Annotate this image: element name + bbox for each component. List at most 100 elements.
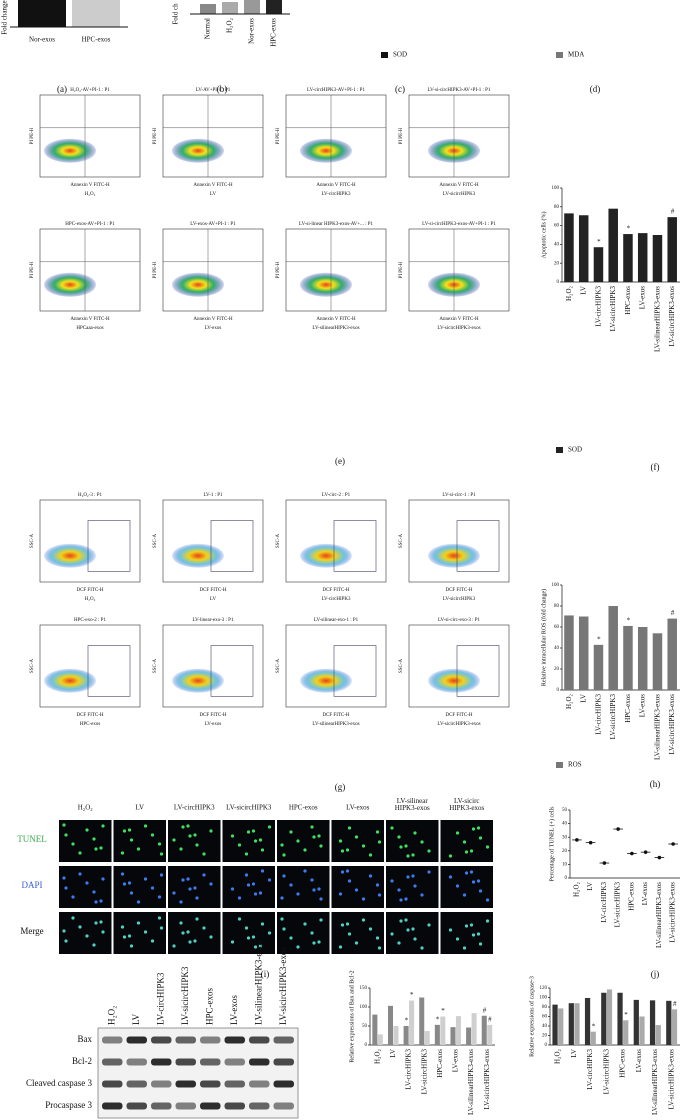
bar [578,215,589,282]
nucleus [427,849,431,853]
nucleus [251,882,256,886]
nucleus [310,878,314,882]
band [249,1058,270,1066]
plot-title: LV-linear-exo-3 : P1 [193,618,234,623]
nucleus [122,829,127,833]
band [175,1058,196,1066]
panel-label: (g) [335,782,346,792]
significance: * [441,1007,445,1015]
nucleus [469,870,474,874]
bar [481,1015,487,1045]
band [102,1058,123,1066]
nucleus [120,925,125,929]
nucleus [136,847,141,851]
nucleus [411,874,415,878]
y-tick-label: 20 [562,849,568,854]
nucleus [471,880,476,884]
bar-shape [244,0,260,14]
x-tick-label: LV-silinearHIPK3-exos [467,1049,475,1115]
nucleus [186,930,190,934]
nucleus [99,899,103,903]
nucleus [267,878,272,882]
gate-box [456,645,500,697]
plot-caption: LV-sicircHIPK3-exos [437,326,480,331]
nucleus [127,881,132,885]
column-header: HIPK3-exos [449,804,484,812]
band [224,1036,245,1044]
bar [372,1014,378,1045]
plot-caption: LV-exos [205,722,222,727]
gate-box [87,520,131,572]
bar [584,997,591,1045]
nucleus [246,830,251,834]
y-axis-label: Relative intracellular ROS (fold change) [540,589,547,686]
plot-frame [162,228,264,312]
nucleus [129,838,134,842]
nucleus [280,896,284,900]
band [151,1102,172,1110]
lane-header: LV-sicircHIPK3 [180,966,190,1025]
nucleus [471,827,476,831]
micrograph [222,912,275,954]
band [249,1036,270,1044]
nucleus [289,883,293,887]
nucleus [368,853,373,857]
nucleus [469,849,474,853]
nucleus [71,916,75,920]
dot [588,840,593,845]
nucleus [172,944,176,948]
nucleus [237,896,242,900]
nucleus [347,826,352,830]
nucleus [62,876,66,880]
plot-title: H₂O₂-AV+PI-1 : P1 [70,88,110,93]
nucleus [399,898,403,902]
nucleus [253,839,258,843]
y-tick-label: 0 [565,876,568,881]
x-tick-label: LV-silinearHIPK3-exos [651,1049,659,1115]
nucleus [404,844,408,848]
nucleus [99,846,103,850]
x-tick-label: LV-circHIPK3 [586,1049,594,1090]
significance: * [624,1011,628,1019]
nucleus [186,824,190,828]
x-tick-label: LV-silinearHIPK3-exos [655,882,663,948]
panel-label: (e) [335,456,345,466]
nucleus [377,946,382,950]
nucleus [312,835,316,839]
bar [593,644,604,690]
plot-caption: LV-sicircHIPK3 [443,192,476,197]
nucleus [296,945,300,949]
y-axis-label: PI PE-H [30,127,35,144]
bar [558,1008,564,1045]
bar [424,1030,430,1045]
plot-frame [39,624,141,708]
plot-title: HPC-exos-AV+PI-1 : P1 [65,222,115,227]
bar [617,992,623,1045]
y-axis-label: SSC-A [399,534,404,549]
nucleus [193,886,197,890]
bar [377,1034,383,1045]
panel-label: (c) [395,84,405,94]
plot-frame [285,94,387,178]
band [102,1080,123,1088]
micrograph [222,866,275,908]
nucleus [317,940,321,944]
band [102,1102,123,1110]
plot-frame [408,499,510,583]
plot-title: LV-si-linear HIPK3-exos-AV+... : P1 [299,222,374,227]
y-tick-label: 60 [542,1015,548,1020]
nucleus [448,854,453,858]
nucleus [347,932,352,936]
significance: * [410,991,414,999]
y-tick-label: 60 [554,224,560,229]
y-axis-label: SSC-A [30,659,35,674]
panel-label: (b) [217,84,228,94]
nucleus [377,893,382,897]
nucleus [427,870,431,874]
x-tick-label: LV-sicircHIPK3-exos [667,1049,675,1110]
band [126,1102,147,1110]
nucleus [246,883,251,887]
nucleus [280,843,284,847]
bar [564,213,574,282]
panel-label: (j) [651,969,660,979]
